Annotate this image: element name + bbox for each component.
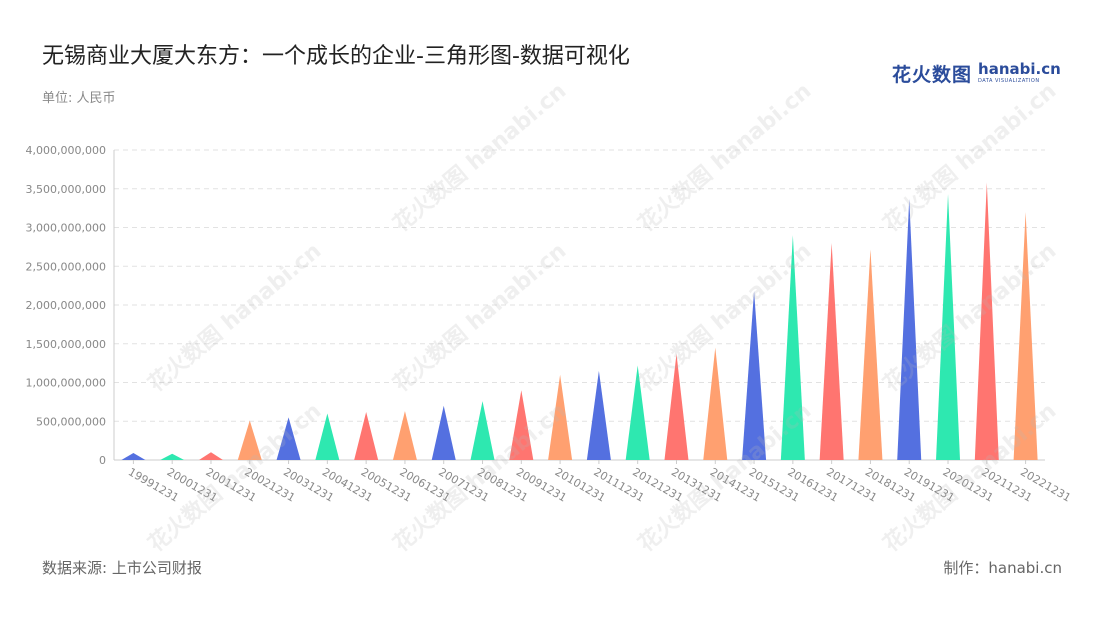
triangle-bar[interactable] (431, 405, 456, 460)
triangle-bar[interactable] (586, 370, 611, 460)
triangle-bar[interactable] (509, 390, 534, 460)
triangle-bar[interactable] (160, 453, 185, 460)
logo-cn-text: 花火数图 (892, 63, 973, 86)
triangle-bar[interactable] (237, 420, 262, 460)
triangle-bar[interactable] (858, 249, 883, 460)
triangle-bar[interactable] (625, 365, 650, 460)
triangle-bar[interactable] (315, 413, 340, 461)
triangle-bar[interactable] (548, 374, 573, 460)
triangle-bar[interactable] (664, 353, 689, 460)
logo-en-text: hanabi.cn (978, 60, 1061, 78)
maker-credit: 制作：hanabi.cn (943, 559, 1062, 577)
triangle-bar[interactable] (897, 198, 922, 460)
triangle-bar[interactable] (354, 411, 379, 460)
triangle-bar[interactable] (780, 235, 805, 460)
logo-en-block: hanabi.cn DATA VISUALIZATION (978, 62, 1061, 84)
y-tick-label: 500,000,000 (36, 415, 106, 428)
y-tick-label: 2,500,000,000 (26, 260, 106, 273)
triangle-bar[interactable] (1013, 212, 1038, 460)
triangle-bar[interactable] (392, 411, 417, 460)
x-axis-ticks: 1999123120001231200112312002123120031231… (126, 460, 1073, 505)
triangle-bar[interactable] (742, 291, 767, 460)
brand-logo: 花火数图 hanabi.cn DATA VISUALIZATION (892, 58, 1061, 88)
logo-sub-text: DATA VISUALIZATION (978, 78, 1040, 84)
triangle-bar[interactable] (276, 417, 301, 460)
grid-lines (113, 149, 1045, 461)
triangle-bar[interactable] (936, 194, 961, 461)
y-tick-label: 0 (99, 454, 106, 467)
triangle-bars (121, 182, 1038, 461)
y-tick-label: 2,000,000,000 (26, 299, 106, 312)
triangle-bar[interactable] (470, 401, 495, 460)
unit-label: 单位: 人民币 (42, 91, 116, 106)
triangle-bar[interactable] (121, 453, 146, 460)
y-tick-label: 3,500,000,000 (26, 183, 106, 196)
triangle-bar[interactable] (198, 452, 223, 460)
triangle-bar[interactable] (819, 243, 844, 460)
chart-title: 无锡商业大厦大东方：一个成长的企业-三角形图-数据可视化 (42, 44, 630, 69)
y-tick-label: 1,000,000,000 (26, 377, 106, 390)
y-axis-ticks: 4,000,000,000 3,500,000,000 3,000,000,000 2… (26, 144, 106, 467)
y-tick-label: 3,000,000,000 (26, 222, 106, 235)
triangle-bar[interactable] (703, 347, 728, 460)
data-source: 数据来源: 上市公司财报 (42, 559, 202, 577)
y-tick-label: 4,000,000,000 (26, 144, 106, 157)
y-tick-label: 1,500,000,000 (26, 338, 106, 351)
triangle-bar[interactable] (974, 182, 999, 461)
